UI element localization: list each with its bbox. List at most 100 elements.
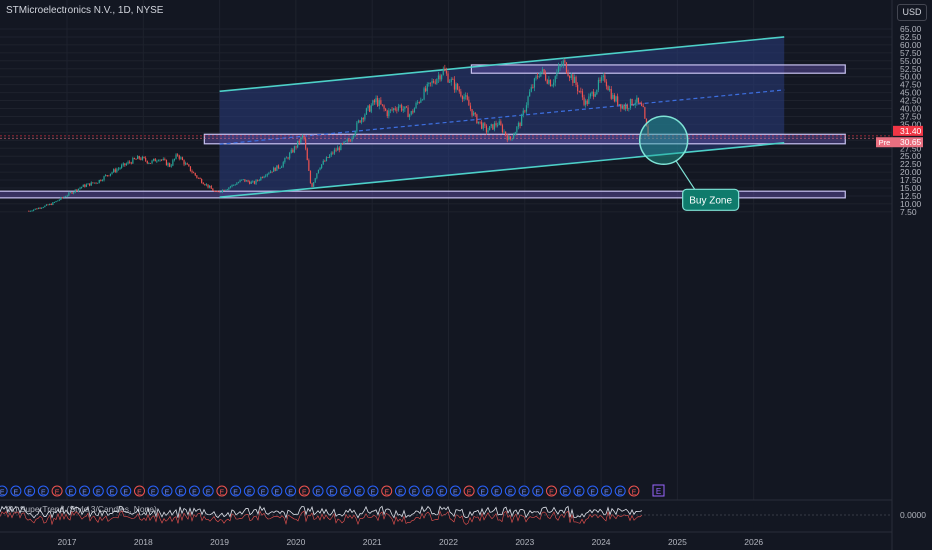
candle-body bbox=[452, 79, 454, 80]
candle-body bbox=[151, 160, 153, 164]
candle-body bbox=[53, 202, 56, 203]
candle-body bbox=[149, 162, 152, 164]
candle-body bbox=[487, 130, 489, 133]
candle-body bbox=[327, 157, 329, 158]
candle-body bbox=[516, 126, 518, 133]
candle-body bbox=[141, 156, 144, 160]
candle-body bbox=[380, 100, 382, 105]
candle-body bbox=[316, 173, 318, 179]
candle-body bbox=[279, 167, 281, 169]
candle-body bbox=[567, 73, 569, 77]
candle-body bbox=[244, 179, 246, 182]
candle-body bbox=[525, 105, 528, 112]
candle-body bbox=[313, 182, 315, 187]
candle-body bbox=[108, 175, 110, 177]
candle-body bbox=[497, 125, 499, 126]
candle-body bbox=[121, 165, 123, 168]
candle-body bbox=[412, 111, 414, 113]
candle-body bbox=[396, 109, 398, 111]
currency-button[interactable]: USD bbox=[897, 4, 927, 21]
earnings-marker-label: E bbox=[604, 490, 609, 497]
candle-body bbox=[245, 180, 248, 182]
price-axis-tick-label: 27.50 bbox=[900, 143, 922, 153]
candle-body bbox=[420, 99, 422, 103]
earnings-marker-label: E bbox=[522, 490, 527, 497]
candle-body bbox=[261, 177, 264, 178]
candle-body bbox=[381, 104, 384, 106]
candle-body bbox=[570, 74, 572, 78]
candle-body bbox=[247, 180, 249, 182]
candle-body bbox=[618, 103, 620, 105]
earnings-marker-icon bbox=[147, 485, 159, 497]
candle-body bbox=[385, 108, 387, 111]
earnings-marker-icon bbox=[394, 485, 406, 497]
candle-body bbox=[276, 165, 278, 171]
candle-body bbox=[60, 197, 62, 200]
earnings-marker-label: E bbox=[192, 490, 197, 497]
candle-body bbox=[578, 90, 580, 92]
earnings-marker-label: E bbox=[494, 490, 499, 497]
candle-body bbox=[177, 154, 179, 156]
candle-body bbox=[377, 98, 379, 107]
candle-body bbox=[29, 210, 32, 212]
candles bbox=[28, 58, 649, 212]
candle-body bbox=[551, 85, 553, 87]
candle-body bbox=[303, 135, 305, 139]
earnings-marker-icon bbox=[532, 485, 544, 497]
candle-body bbox=[580, 91, 582, 92]
candle-body bbox=[557, 66, 560, 73]
candle-body bbox=[31, 210, 33, 212]
candle-body bbox=[367, 105, 369, 109]
candle-body bbox=[268, 173, 270, 174]
candle-body bbox=[533, 78, 536, 88]
candle-body bbox=[493, 123, 496, 130]
candle-body bbox=[353, 135, 355, 138]
candle-body bbox=[633, 104, 635, 106]
candle-body bbox=[581, 91, 584, 98]
candle-body bbox=[57, 200, 59, 202]
candle-body bbox=[97, 182, 99, 184]
candle-body bbox=[295, 146, 297, 148]
candle-body bbox=[74, 189, 76, 193]
candle-body bbox=[153, 158, 155, 161]
candle-body bbox=[644, 107, 646, 119]
earnings-marker-label: E bbox=[110, 490, 115, 497]
candle-body bbox=[252, 181, 254, 183]
earnings-marker-icon bbox=[0, 485, 8, 497]
candle-body bbox=[258, 180, 260, 181]
channel-middle-line bbox=[219, 89, 785, 145]
time-axis-tick-label: 2026 bbox=[744, 537, 763, 547]
candle-body bbox=[460, 91, 462, 97]
candle-body bbox=[196, 175, 198, 178]
candle-body bbox=[215, 191, 217, 193]
candle-body bbox=[373, 100, 376, 103]
candle-body bbox=[273, 167, 275, 172]
candle-body bbox=[485, 125, 488, 133]
candle-body bbox=[311, 183, 313, 187]
candle-body bbox=[146, 160, 148, 164]
earnings-marker-icon bbox=[120, 485, 132, 497]
candle-body bbox=[389, 109, 392, 111]
earnings-marker-label: E bbox=[178, 490, 183, 497]
candle-body bbox=[540, 71, 542, 77]
candle-body bbox=[193, 172, 195, 174]
candle-body bbox=[172, 160, 174, 166]
candle-body bbox=[42, 207, 44, 208]
price-axis-tick-label: 12.50 bbox=[900, 191, 922, 201]
candle-body bbox=[111, 172, 113, 174]
candle-body bbox=[113, 169, 115, 173]
price-axis-tick-label: 57.50 bbox=[900, 48, 922, 58]
earnings-marker-label: E bbox=[165, 490, 170, 497]
earnings-marker-icon bbox=[477, 485, 489, 497]
candle-body bbox=[49, 203, 51, 205]
earnings-marker-label: E bbox=[206, 490, 211, 497]
candle-body bbox=[481, 121, 483, 129]
candle-body bbox=[370, 105, 372, 112]
candle-body bbox=[492, 124, 494, 130]
candle-body bbox=[249, 181, 251, 184]
earnings-marker-icon bbox=[271, 485, 283, 497]
candle-body bbox=[410, 111, 412, 115]
earnings-marker-icon bbox=[326, 485, 338, 497]
candle-body bbox=[125, 163, 128, 166]
